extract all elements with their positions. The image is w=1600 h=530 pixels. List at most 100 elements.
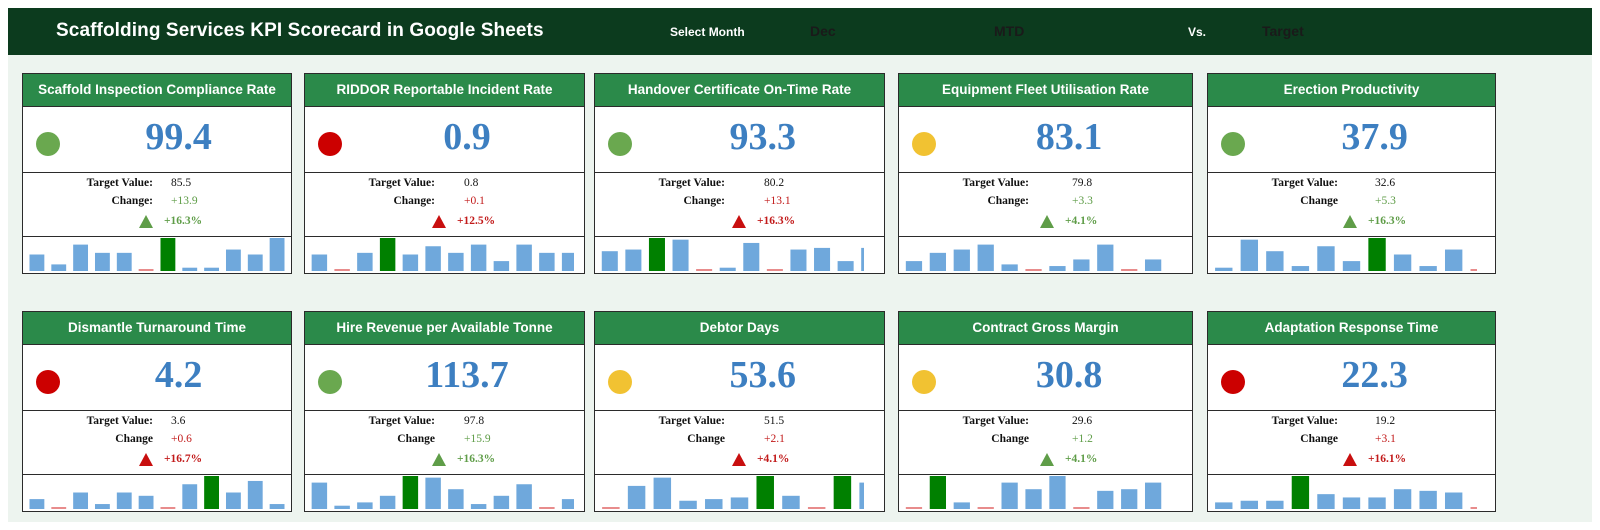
sparkline-bar [448, 252, 464, 271]
kpi-card: Equipment Fleet Utilisation Rate 83.1 Targ… [898, 73, 1193, 274]
trend-up-arrow-icon [1343, 453, 1357, 466]
trend-up-arrow-icon [432, 453, 446, 466]
sparkline-bar [94, 252, 110, 271]
kpi-value-section: 37.9 [1208, 107, 1495, 173]
kpi-value-section: 113.7 [305, 345, 584, 411]
sparkline-bar [493, 261, 510, 271]
sparkline-bar [977, 244, 994, 271]
sparkline-bar [1073, 259, 1090, 271]
sparkline-bar [51, 264, 67, 271]
sparkline-bar [561, 499, 574, 509]
kpi-value: 22.3 [1341, 354, 1408, 396]
status-indicator-icon [318, 132, 342, 156]
status-indicator-icon [608, 370, 632, 394]
target-label: Target Value: [1271, 177, 1338, 189]
target-value: 32.6 [1375, 177, 1396, 189]
kpi-value: 93.3 [729, 116, 797, 158]
target-value: 3.6 [171, 415, 186, 427]
trend-sparkline [311, 476, 574, 509]
sparkline-bar [73, 492, 89, 509]
sparkline-bar [1240, 500, 1259, 509]
sparkline-bar [953, 249, 970, 271]
kpi-stats-section: Target Value: 32.6 Change +5.3 +16.3% [1208, 173, 1495, 237]
change-label: Change [991, 433, 1029, 445]
change-value: +5.3 [1375, 195, 1396, 207]
change-value: +13.1 [764, 195, 791, 207]
target-label: Target Value: [368, 415, 435, 427]
sparkline-bar [833, 476, 852, 509]
trend-up-arrow-icon [1040, 215, 1054, 228]
kpi-value-section: 22.3 [1208, 345, 1495, 411]
kpi-card-title: Adaptation Response Time [1208, 312, 1495, 345]
target-value: 19.2 [1375, 415, 1396, 427]
trend-sparkline [905, 244, 1162, 271]
kpi-stats-section: Target Value: 79.8 Change: +3.3 +4.1% [899, 173, 1192, 237]
kpi-value-section: 30.8 [899, 345, 1192, 411]
sparkline-bar [1049, 266, 1066, 271]
kpi-card-title: Dismantle Turnaround Time [23, 312, 291, 345]
change-percent: +4.1% [757, 453, 790, 465]
sparkline-bar [756, 476, 774, 509]
sparkline-bar [1144, 482, 1162, 509]
trend-sparkline [602, 476, 864, 509]
sparkline-bar [1025, 489, 1042, 509]
period-selector[interactable]: MTD [994, 23, 1025, 39]
change-label: Change [397, 433, 435, 445]
kpi-card: RIDDOR Reportable Incident Rate 0.9 Target… [304, 73, 585, 274]
kpi-card-title: Scaffold Inspection Compliance Rate [23, 74, 291, 107]
kpi-card: Handover Certificate On-Time Rate 93.3 Tar… [594, 73, 885, 274]
change-label: Change [687, 433, 725, 445]
sparkline-bar [1144, 259, 1162, 271]
sparkline-bar [470, 244, 487, 271]
sparkline-bar [182, 484, 198, 509]
target-label: Target Value: [1271, 415, 1338, 427]
sparkline-bar [1393, 489, 1412, 509]
kpi-stats-section: Target Value: 3.6 Change +0.6 +16.7% [23, 411, 291, 475]
sparkline-bar [448, 489, 464, 509]
status-indicator-icon [1221, 370, 1245, 394]
sparkline-bar [516, 244, 532, 271]
kpi-card: Debtor Days 53.6 Target Value: 51.5 Change +2… [594, 311, 885, 512]
kpi-value: 0.9 [443, 116, 491, 158]
sparkline-bar [1317, 494, 1335, 509]
change-value: +13.9 [171, 195, 198, 207]
sparkline-bar [1342, 261, 1361, 271]
kpi-card-title: Equipment Fleet Utilisation Rate [899, 74, 1192, 107]
sparkline-bar [116, 252, 132, 271]
sparkline-bar [1097, 490, 1114, 509]
trend-sparkline [601, 238, 864, 271]
sparkline-bar [672, 239, 689, 271]
target-value: 0.8 [464, 177, 479, 189]
target-label: Target Value: [86, 415, 153, 427]
compare-selector[interactable]: Target [1262, 23, 1304, 39]
status-indicator-icon [1221, 132, 1245, 156]
sparkline-bar [743, 242, 760, 271]
change-percent: +4.1% [1065, 215, 1098, 227]
sparkline-bar [1215, 267, 1233, 271]
change-percent: +16.3% [164, 215, 203, 227]
sparkline-bar [929, 476, 947, 509]
change-label: Change: [683, 195, 725, 207]
sparkline-bar [138, 495, 154, 509]
sparkline-bar [247, 480, 263, 509]
sparkline-bar [73, 244, 89, 271]
kpi-stats-section: Target Value: 29.6 Change +1.2 +4.1% [899, 411, 1192, 475]
sparkline-bar [929, 252, 947, 271]
status-indicator-icon [36, 132, 60, 156]
month-selector[interactable]: Dec [810, 23, 836, 39]
sparkline-bar [653, 477, 672, 509]
sparkline-bar [493, 495, 510, 509]
sparkline-bar [1291, 266, 1310, 271]
target-value: 51.5 [764, 415, 785, 427]
sparkline-bar [1240, 239, 1259, 271]
sparkline-bar [116, 492, 132, 509]
sparkline-bar [1317, 246, 1335, 271]
page-title: Scaffolding Services KPI Scorecard in Go… [56, 20, 544, 41]
change-percent: +16.7% [164, 453, 203, 465]
change-percent: +12.5% [457, 215, 496, 227]
kpi-value-section: 53.6 [595, 345, 884, 411]
kpi-card-title: Contract Gross Margin [899, 312, 1192, 345]
change-percent: +16.3% [1368, 215, 1407, 227]
target-value: 29.6 [1072, 415, 1093, 427]
change-value: +3.1 [1375, 433, 1396, 445]
